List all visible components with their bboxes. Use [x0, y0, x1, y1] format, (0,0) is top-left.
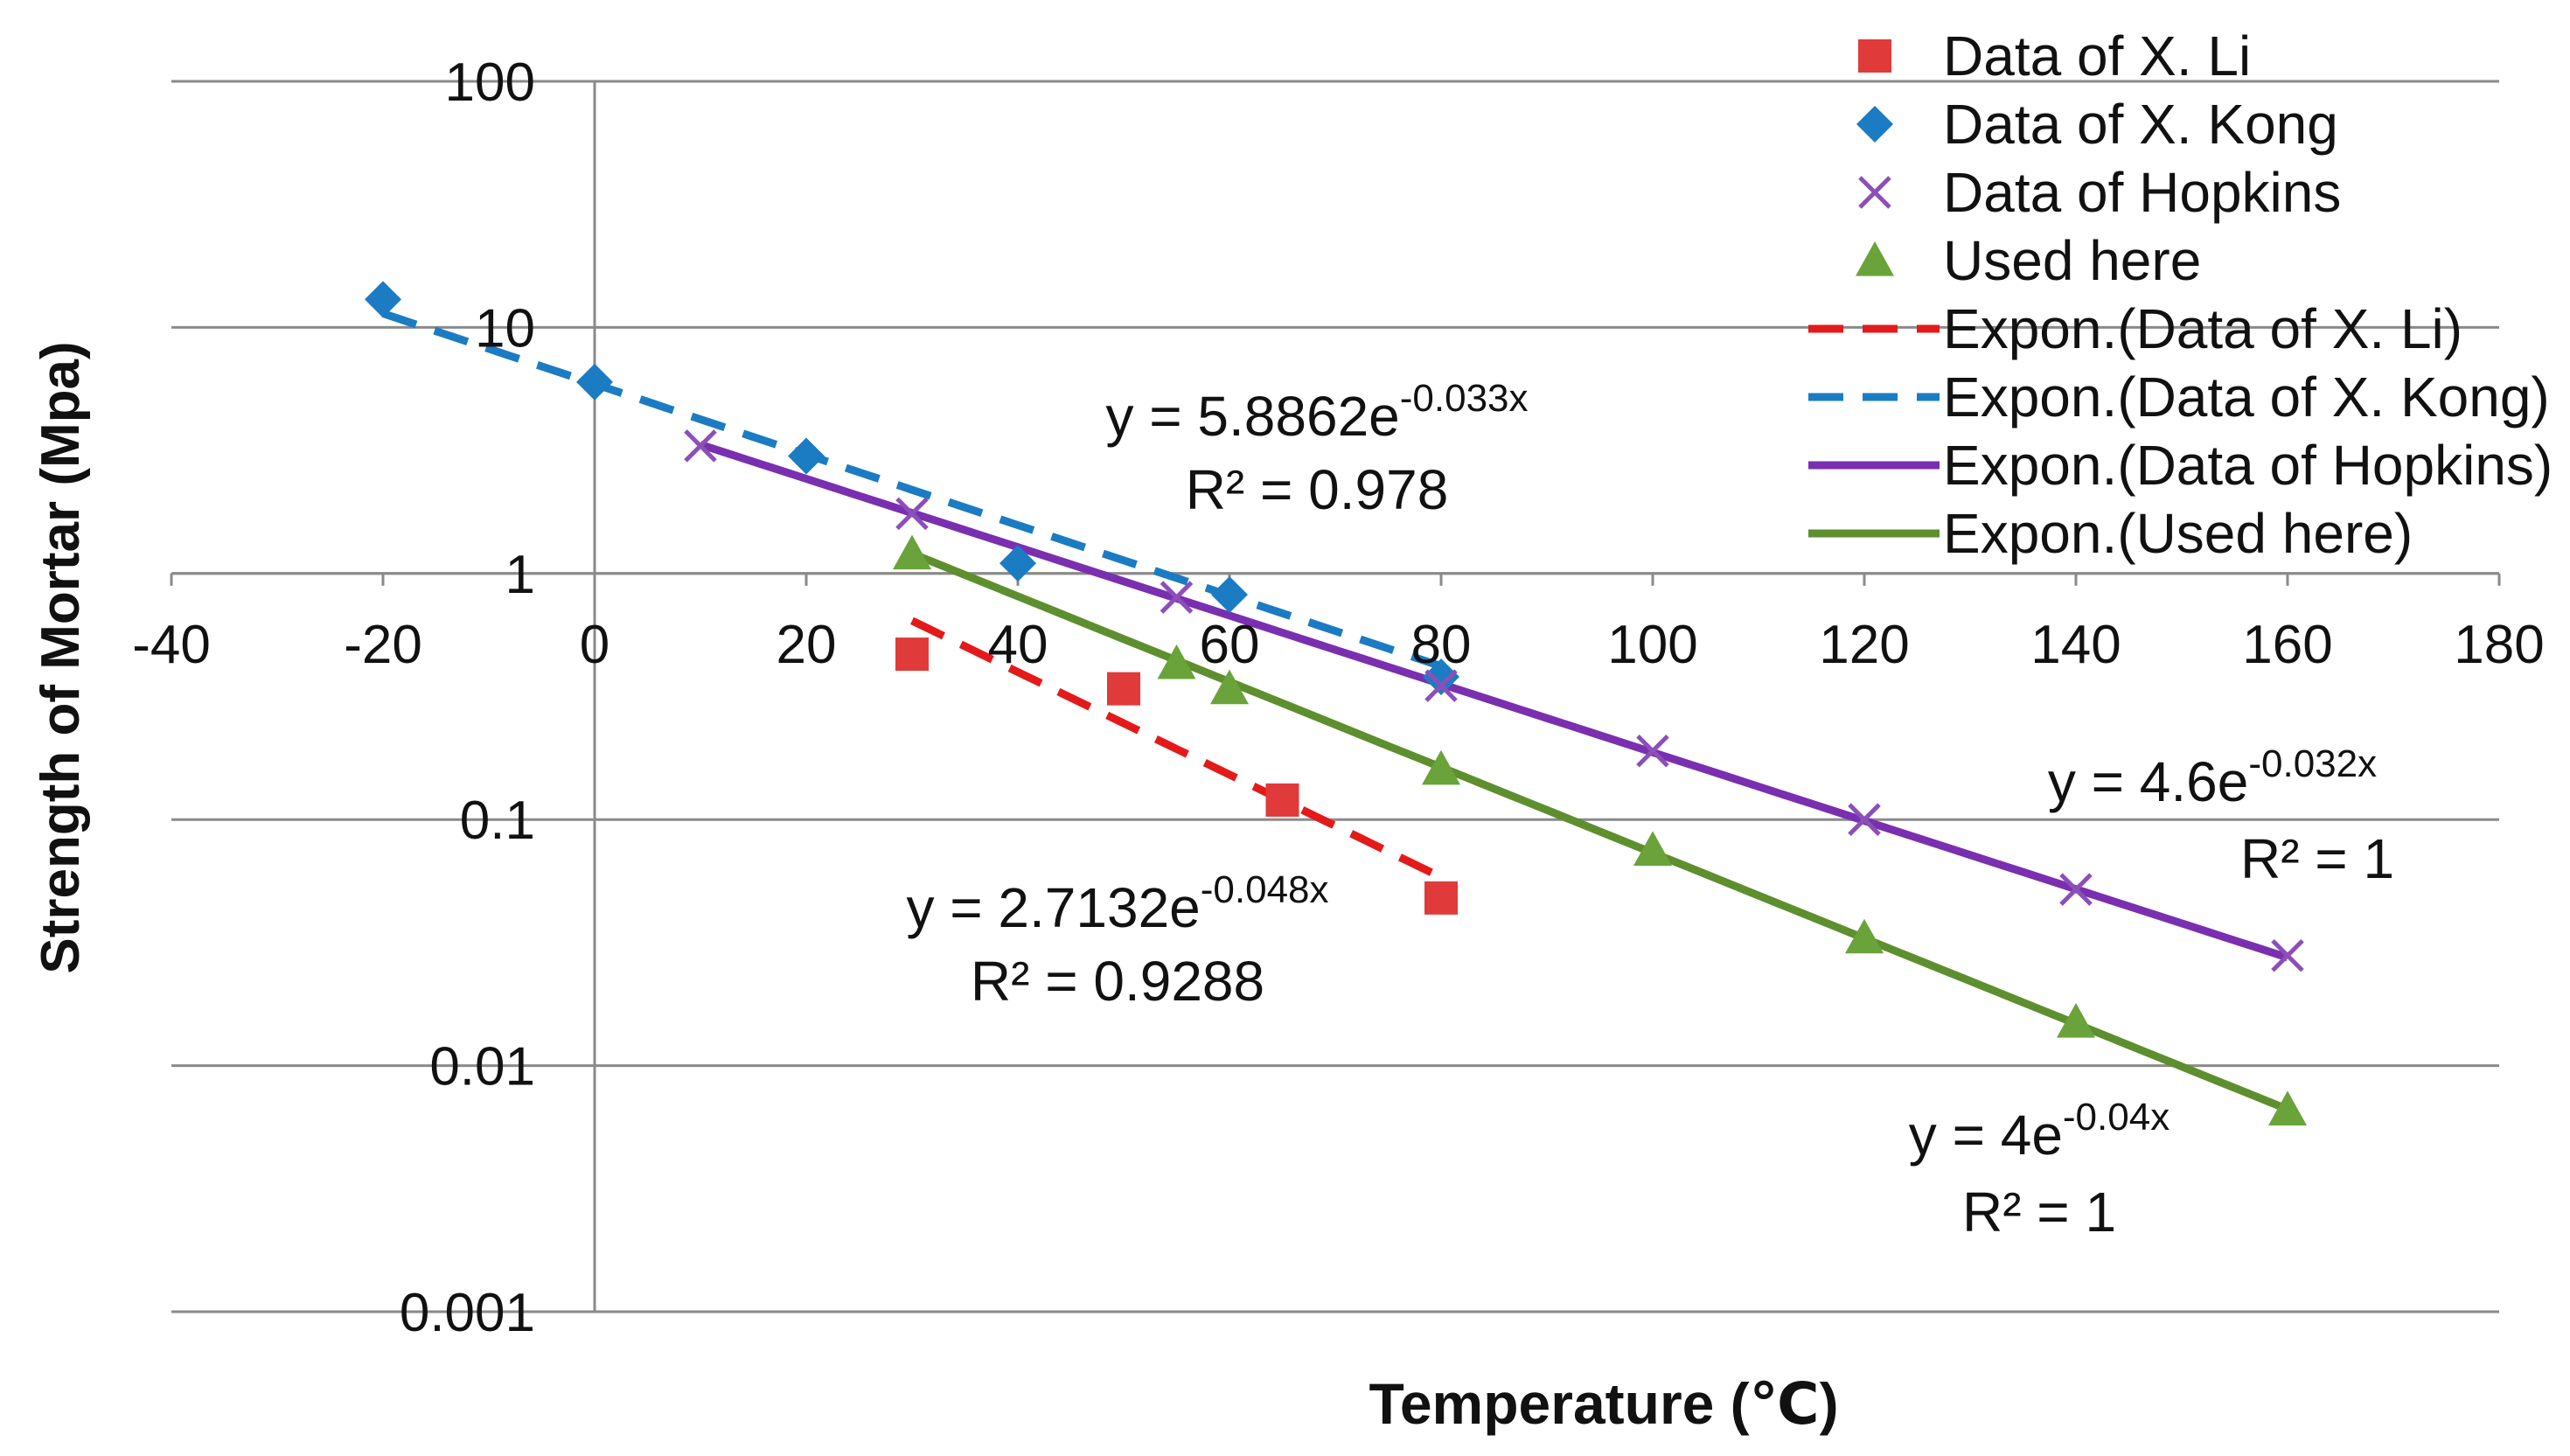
data-point-used	[2268, 1090, 2307, 1125]
data-point-used	[893, 534, 931, 570]
x-tick-label: 80	[1411, 615, 1472, 675]
trendlines	[381, 310, 2289, 1113]
legend-label-li-trend: Expon.(Data of X. Li)	[1943, 297, 2462, 360]
data-point-kong	[1211, 576, 1248, 614]
data-point-used	[1633, 831, 1672, 866]
x-tick-label: 120	[1819, 615, 1909, 675]
data-point-hopkins-stroke	[895, 497, 929, 531]
y-tick-label: 0.001	[400, 1283, 535, 1343]
equation-used: y = 4e	[1909, 1104, 2063, 1167]
data-point-kong	[576, 363, 613, 401]
x-tick-label: 0	[580, 615, 609, 675]
y-tick-label: 100	[445, 52, 535, 113]
x-tick-label: 180	[2454, 615, 2544, 675]
data-point-hopkins	[895, 497, 929, 531]
svg-text:y = 4e-0.04x: y = 4e-0.04x	[1909, 1096, 2170, 1167]
data-point-li	[1265, 783, 1299, 817]
data-point-used	[1845, 918, 1884, 954]
x-tick-label: 160	[2242, 615, 2332, 675]
r2-kong: R² = 0.978	[1186, 458, 1449, 521]
x-tick-label: 100	[1607, 615, 1697, 675]
data-point-kong	[788, 437, 825, 475]
x-tick-label: -40	[132, 615, 211, 675]
data-point-li	[895, 637, 929, 672]
data-point-li	[1107, 672, 1140, 706]
equation-kong: y = 5.8862e	[1105, 385, 1399, 448]
equation-li-exponent: -0.048x	[1201, 868, 1329, 911]
data-point-used	[1210, 669, 1249, 705]
data-point-li	[1424, 881, 1458, 915]
data-point-hopkins-stroke	[1636, 734, 1669, 768]
legend-label-kong-trend: Expon.(Data of X. Kong)	[1943, 366, 2550, 428]
annotation-kong: y = 5.8862e-0.033x R² = 0.978	[1105, 377, 1528, 521]
trendline	[910, 617, 1443, 881]
y-tick-label: 0.1	[460, 791, 535, 851]
x-tick-label: 140	[2030, 615, 2121, 675]
data-point-hopkins-stroke	[684, 429, 717, 463]
equation-used-exponent: -0.04x	[2063, 1096, 2170, 1139]
data-point-used	[2057, 1003, 2095, 1038]
data-point-hopkins	[1636, 734, 1669, 768]
legend-marker-hopkins-stroke	[1858, 176, 1891, 209]
svg-text:y = 4.6e-0.032x: y = 4.6e-0.032x	[2048, 742, 2377, 813]
equation-hopkins-exponent: -0.032x	[2248, 742, 2377, 785]
legend-label-hopkins: Data of Hopkins	[1943, 161, 2341, 224]
legend: Data of X. Li Data of X. Kong Data of Ho…	[1808, 24, 2553, 565]
data-point-hopkins	[1848, 803, 1881, 836]
equation-li: y = 2.7132e	[906, 876, 1200, 939]
annotation-hopkins: y = 4.6e-0.032x R² = 1	[2048, 742, 2394, 890]
data-point-hopkins-stroke	[1424, 669, 1458, 702]
x-tick-label: -20	[344, 615, 422, 675]
svg-text:y = 5.8862e-0.033x: y = 5.8862e-0.033x	[1105, 377, 1528, 448]
legend-label-kong: Data of X. Kong	[1943, 93, 2338, 156]
data-points	[365, 281, 2307, 1125]
tick-labels: 0.001 0.01 0.1 1 10 100 -40 -20 0 20 40 60 80 100 120 1…	[132, 52, 2545, 1343]
data-point-hopkins	[2271, 939, 2304, 972]
y-tick-label: 0.01	[429, 1037, 535, 1097]
y-axis-title: Strength of Mortar (Mpa)	[31, 341, 91, 973]
data-point-hopkins-stroke	[2271, 939, 2304, 972]
legend-marker-hopkins	[1858, 176, 1891, 209]
data-point-hopkins-stroke	[1160, 581, 1194, 614]
data-point-kong	[365, 281, 401, 318]
r2-used: R² = 1	[1962, 1181, 2116, 1244]
legend-marker-kong	[1856, 106, 1893, 143]
trendline	[699, 441, 2289, 962]
data-point-hopkins-stroke	[1848, 803, 1881, 836]
r2-li: R² = 0.9288	[971, 950, 1264, 1013]
x-axis-title: Temperature (℃)	[1369, 1371, 1838, 1436]
data-point-hopkins	[684, 429, 717, 463]
data-point-kong	[999, 545, 1036, 582]
legend-marker-used	[1856, 241, 1894, 276]
trendline	[910, 549, 2289, 1113]
legend-label-hopkins-trend: Expon.(Data of Hopkins)	[1943, 434, 2553, 497]
equation-kong-exponent: -0.033x	[1400, 377, 1529, 420]
legend-marker-li	[1858, 39, 1891, 73]
data-point-hopkins	[2059, 873, 2093, 906]
data-point-kong	[1423, 658, 1459, 696]
x-tick-label: 20	[777, 615, 837, 675]
trendline	[381, 310, 1443, 671]
svg-text:y = 2.7132e-0.048x: y = 2.7132e-0.048x	[906, 868, 1328, 939]
data-point-hopkins	[1424, 669, 1458, 702]
data-point-hopkins	[1160, 581, 1194, 614]
legend-markers	[1808, 39, 1940, 538]
x-tick-label: 60	[1200, 615, 1260, 675]
legend-label-used: Used here	[1943, 229, 2201, 292]
data-point-hopkins-stroke	[2059, 873, 2093, 906]
annotation-used: y = 4e-0.04x R² = 1	[1909, 1096, 2170, 1244]
data-point-used	[1157, 644, 1196, 679]
y-tick-label: 10	[475, 298, 535, 359]
x-tick-label: 40	[988, 615, 1048, 675]
annotation-li: y = 2.7132e-0.048x R² = 0.9288	[906, 868, 1328, 1013]
legend-label-li: Data of X. Li	[1943, 24, 2251, 87]
y-tick-label: 1	[505, 545, 535, 605]
legend-label-used-trend: Expon.(Used here)	[1943, 502, 2413, 565]
r2-hopkins: R² = 1	[2240, 827, 2394, 890]
equation-hopkins: y = 4.6e	[2048, 750, 2249, 813]
data-point-used	[1422, 749, 1460, 785]
